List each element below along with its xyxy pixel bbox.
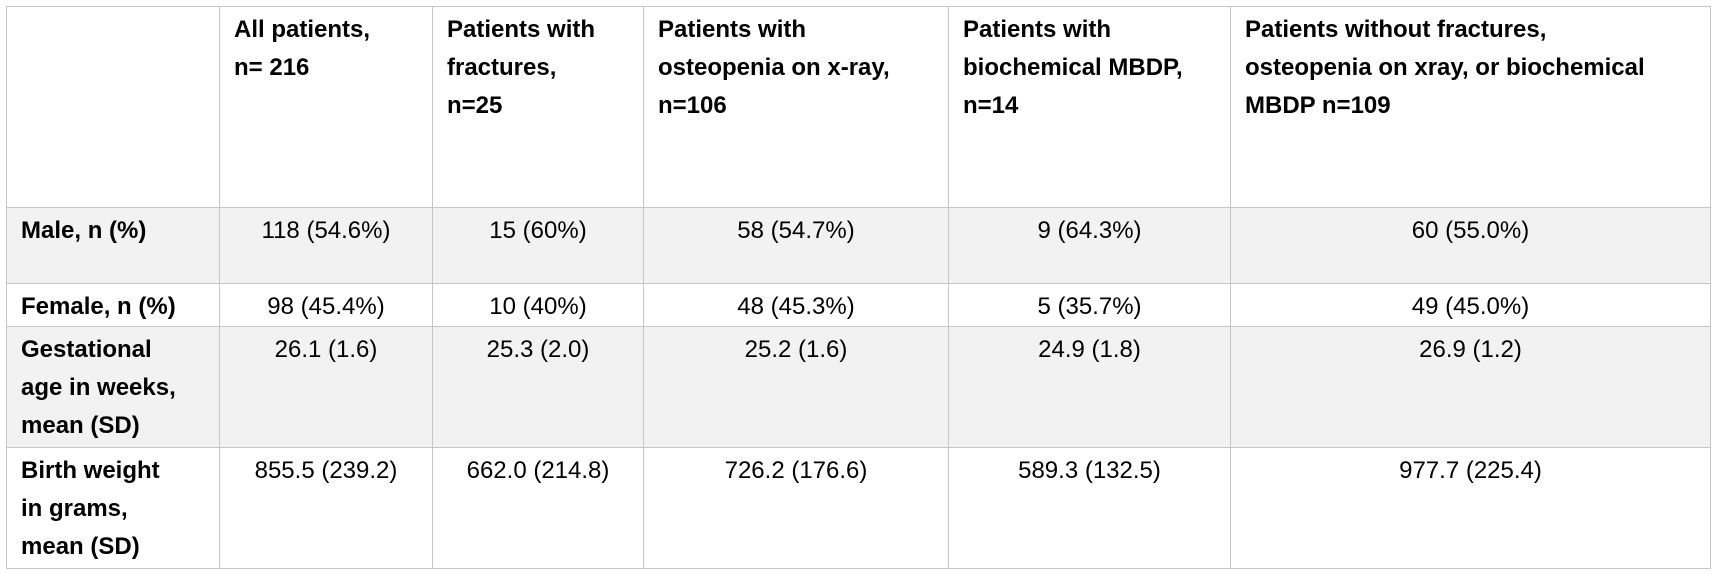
header-line: MBDP n=109 — [1245, 92, 1391, 119]
table-row-female: Female, n (%) 98 (45.4%) 10 (40%) 48 (45… — [6, 283, 1711, 327]
header-line: n=106 — [658, 92, 727, 119]
table-cell: 98 (45.4%) — [219, 283, 433, 327]
table-cell: 24.9 (1.8) — [948, 326, 1231, 448]
row-label-line: mean (SD) — [21, 533, 140, 560]
row-label: Female, n (%) — [6, 283, 220, 327]
header-line: All patients, — [234, 16, 371, 43]
table-cell: 662.0 (214.8) — [432, 447, 644, 569]
table-row-male: Male, n (%) 118 (54.6%) 15 (60%) 58 (54.… — [6, 207, 1711, 284]
row-label: Male, n (%) — [6, 207, 220, 284]
table-cell: 726.2 (176.6) — [643, 447, 949, 569]
patient-characteristics-table: All patients, n= 216 Patients with fract… — [6, 6, 1711, 569]
table-cell: 60 (55.0%) — [1230, 207, 1711, 284]
table-cell: 15 (60%) — [432, 207, 644, 284]
table-cell: 5 (35.7%) — [948, 283, 1231, 327]
row-label-line: in grams, — [21, 495, 128, 522]
header-line: Patients with — [658, 16, 807, 43]
header-fractures: Patients with fractures, n=25 — [432, 6, 644, 208]
table-row-birth-weight: Birth weight in grams, mean (SD) 855.5 (… — [6, 447, 1711, 569]
row-label-line: Male, n (%) — [21, 217, 147, 244]
header-line: fractures, — [447, 54, 557, 81]
table-cell: 9 (64.3%) — [948, 207, 1231, 284]
table-cell: 855.5 (239.2) — [219, 447, 433, 569]
row-label-line: age in weeks, — [21, 374, 176, 401]
table-cell: 118 (54.6%) — [219, 207, 433, 284]
table-cell: 58 (54.7%) — [643, 207, 949, 284]
header-cell-empty — [6, 6, 220, 208]
header-line: n=25 — [447, 92, 503, 119]
row-label-line: Birth weight — [21, 457, 160, 484]
table-cell: 26.1 (1.6) — [219, 326, 433, 448]
row-label-line: Female, n (%) — [21, 293, 176, 320]
table-cell: 25.3 (2.0) — [432, 326, 644, 448]
table-cell: 26.9 (1.2) — [1230, 326, 1711, 448]
header-line: osteopenia on xray, or biochemical — [1245, 54, 1645, 81]
table-cell: 10 (40%) — [432, 283, 644, 327]
header-line: n= 216 — [234, 54, 310, 81]
header-line: osteopenia on x-ray, — [658, 54, 890, 81]
header-line: biochemical MBDP, — [963, 54, 1183, 81]
header-line: Patients without fractures, — [1245, 16, 1547, 43]
table-cell: 977.7 (225.4) — [1230, 447, 1711, 569]
row-label: Birth weight in grams, mean (SD) — [6, 447, 220, 569]
row-label-line: Gestational — [21, 336, 152, 363]
header-line: Patients with — [963, 16, 1112, 43]
header-without-conditions: Patients without fractures, osteopenia o… — [1230, 6, 1711, 208]
header-line: n=14 — [963, 92, 1019, 119]
header-row: All patients, n= 216 Patients with fract… — [6, 6, 1711, 208]
table-cell: 25.2 (1.6) — [643, 326, 949, 448]
row-label: Gestational age in weeks, mean (SD) — [6, 326, 220, 448]
table-row-gestational-age: Gestational age in weeks, mean (SD) 26.1… — [6, 326, 1711, 448]
header-biochemical-mbdp: Patients with biochemical MBDP, n=14 — [948, 6, 1231, 208]
row-label-line: mean (SD) — [21, 412, 140, 439]
header-all-patients: All patients, n= 216 — [219, 6, 433, 208]
header-osteopenia: Patients with osteopenia on x-ray, n=106 — [643, 6, 949, 208]
header-line: Patients with — [447, 16, 596, 43]
table-cell: 49 (45.0%) — [1230, 283, 1711, 327]
table-cell: 589.3 (132.5) — [948, 447, 1231, 569]
table-cell: 48 (45.3%) — [643, 283, 949, 327]
